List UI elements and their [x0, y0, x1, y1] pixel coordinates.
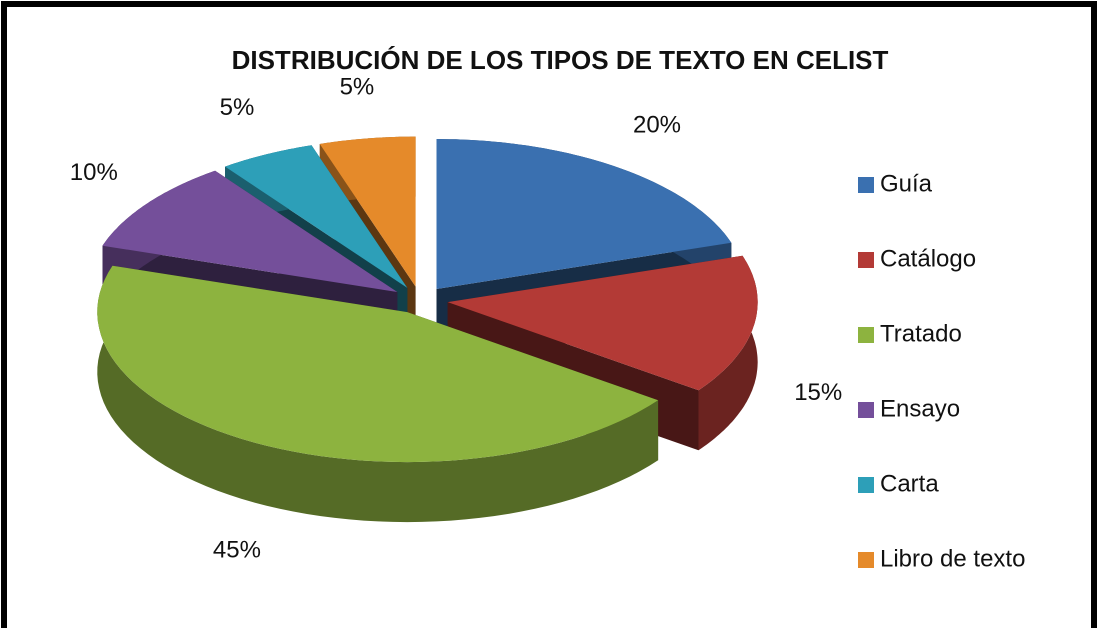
slice: [102, 170, 398, 292]
data-label: 5%: [340, 73, 375, 100]
legend-label: Tratado: [880, 320, 962, 347]
slice: [436, 139, 732, 289]
legend-swatch: [858, 327, 874, 343]
legend-swatch: [858, 477, 874, 493]
legend-label: Catálogo: [880, 245, 976, 272]
slice: [97, 265, 659, 463]
legend-swatch: [858, 177, 874, 193]
legend-swatch: [858, 402, 874, 418]
legend-label: Libro de texto: [880, 545, 1025, 572]
data-label: 5%: [220, 94, 255, 121]
slice: [319, 136, 416, 287]
data-label: 20%: [633, 112, 681, 139]
data-label: 45%: [213, 537, 261, 564]
chart-title: DISTRIBUCIÓN DE LOS TIPOS DE TEXTO EN CE…: [232, 45, 889, 75]
slice: [225, 145, 408, 288]
data-label: 10%: [70, 159, 118, 186]
data-label: 15%: [794, 379, 842, 406]
legend-swatch: [858, 252, 874, 268]
legend-swatch: [858, 552, 874, 568]
slice-wall: [97, 265, 659, 523]
slice: [447, 255, 758, 391]
legend-label: Ensayo: [880, 395, 960, 422]
legend-label: Guía: [880, 170, 933, 197]
legend-label: Carta: [880, 470, 939, 497]
